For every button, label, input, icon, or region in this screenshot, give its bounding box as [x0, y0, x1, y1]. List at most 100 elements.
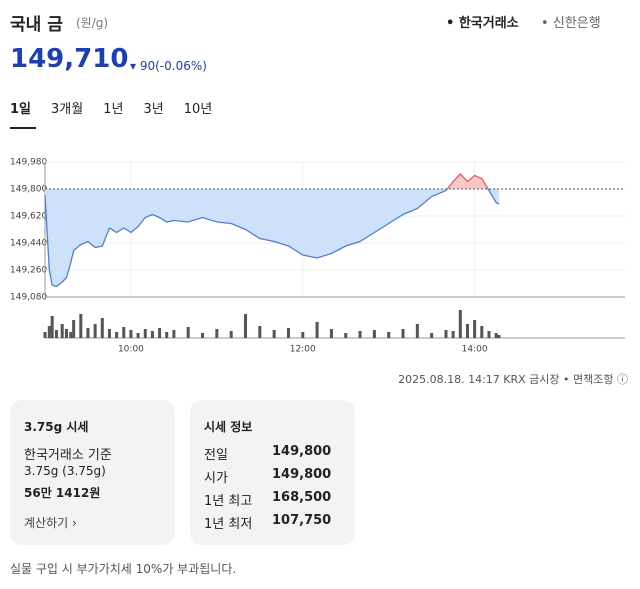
card: 3.75g 시세 한국거래소 기준 3.75g (3.75g) 56만 1412…: [10, 400, 175, 545]
volume-bar: [315, 322, 319, 338]
volume-bar: [93, 324, 97, 338]
volume-bar: [415, 324, 419, 338]
source: 신한은행: [552, 16, 601, 31]
volume-bar: [430, 333, 434, 338]
calc-link[interactable]: 계산하기 ›: [24, 516, 77, 530]
volume-bar: [50, 316, 54, 338]
volume-bar: [480, 326, 484, 338]
volume-bar: [258, 326, 262, 338]
x-tick-label: 10:00: [118, 345, 144, 355]
volume-bar: [444, 330, 448, 338]
volume-bar: [172, 330, 176, 338]
card-line: 한국거래소 기준: [24, 448, 112, 463]
area-up: [45, 174, 499, 189]
row-label: 시가: [204, 471, 228, 486]
volume-bar: [451, 331, 455, 338]
volume-bar: [272, 330, 276, 338]
card-line: 56만 1412원: [24, 486, 101, 500]
volume-bar: [107, 329, 111, 338]
volume-bar: [387, 332, 391, 338]
volume-bar: [150, 331, 154, 338]
y-tick-label: 149,620: [10, 212, 47, 222]
tab-underline: [10, 127, 36, 129]
volume-bar: [79, 314, 83, 338]
y-tick-label: 149,800: [10, 185, 47, 195]
price: 149,710: [10, 44, 129, 74]
row-label: 전일: [204, 448, 228, 463]
volume-bar: [497, 335, 501, 338]
volume-bar: [494, 333, 498, 338]
volume-bar: [229, 331, 233, 338]
source: 한국거래소: [458, 16, 519, 31]
source-note: 2025.08.18. 14:17 KRX 금시장 • 면책조항 ⓘ: [398, 373, 628, 386]
volume-bar: [158, 328, 162, 338]
volume-bar: [286, 328, 290, 338]
change-rate: (-0.06%): [155, 59, 207, 73]
price-line: [44, 189, 500, 288]
card-line: 3.75g (3.75g): [24, 464, 106, 478]
row-label: 1년 최저: [204, 517, 253, 532]
volume-bar: [64, 329, 68, 338]
volume-bar: [344, 333, 348, 338]
y-tick-label: 149,440: [10, 239, 47, 249]
row-value: 149,800: [272, 444, 332, 459]
y-tick-label: 149,080: [10, 293, 47, 303]
volume-bar: [186, 327, 190, 338]
note: 2025.08.18. 14:17 KRX 금시장: [398, 373, 560, 386]
volume-bar: [487, 331, 491, 338]
volume-bar: [358, 331, 362, 338]
card: 시세 정보 전일 149,800 시가 149,800 1년 최고 168,500 1년 최…: [190, 400, 355, 545]
notice: 실물 구입 시 부가가치세 10%가 부과됩니다.: [10, 562, 237, 576]
volume-bar: [100, 318, 104, 338]
row-value: 107,750: [272, 513, 332, 528]
volume-bar: [69, 332, 73, 338]
card-title: 3.75g 시세: [24, 420, 89, 434]
tab[interactable]: 1일: [10, 102, 32, 117]
x-tick-label: 12:00: [290, 345, 316, 355]
volume-bar: [86, 328, 90, 338]
volume-bar: [143, 329, 147, 338]
disclaimer[interactable]: 면책조항: [573, 373, 614, 386]
y-tick-label: 149,980: [10, 158, 47, 168]
card-title: 시세 정보: [204, 420, 253, 434]
volume-bar: [54, 330, 58, 338]
change-value: 90: [139, 59, 156, 73]
source-tab[interactable]: • 한국거래소: [446, 16, 519, 31]
tab[interactable]: 1년: [103, 102, 124, 117]
volume-bar: [115, 332, 119, 338]
unit: (원/g): [76, 16, 109, 30]
volume-bar: [473, 320, 477, 338]
volume-bar: [301, 332, 305, 338]
area-down: [45, 189, 499, 287]
tab[interactable]: 10년: [183, 102, 213, 117]
volume-bar: [329, 329, 333, 338]
volume-bar: [43, 332, 47, 338]
volume-bar: [136, 333, 140, 338]
volume-bar: [122, 327, 126, 338]
volume-bar: [215, 329, 219, 338]
link-text: 계산하기: [24, 516, 69, 530]
change: ▾ 90(-0.06%): [130, 59, 207, 73]
x-tick-label: 14:00: [462, 345, 488, 355]
tab[interactable]: 3개월: [51, 102, 84, 117]
volume-bar: [47, 326, 51, 338]
title: 국내 금: [10, 15, 63, 35]
volume-bar: [72, 320, 76, 338]
source-tab[interactable]: • 신한은행: [541, 16, 601, 31]
volume-bar: [201, 333, 205, 338]
row-value: 149,800: [272, 467, 332, 482]
row-label: 1년 최고: [204, 494, 253, 509]
row-value: 168,500: [272, 490, 332, 505]
volume-bar: [60, 324, 64, 338]
volume-bar: [458, 310, 462, 338]
y-tick-label: 149,260: [10, 266, 47, 276]
chart: 149,080 149,260 149,440 149,620 149,800 149,9…: [10, 158, 625, 355]
volume-bar: [401, 329, 405, 338]
volume-bar: [165, 332, 169, 338]
volume-bar: [129, 330, 133, 338]
tabs: 1일 3개월 1년 3년 10년: [10, 98, 212, 117]
volume-bar: [372, 330, 376, 338]
volume-bar: [243, 314, 247, 338]
tab[interactable]: 3년: [143, 102, 164, 117]
